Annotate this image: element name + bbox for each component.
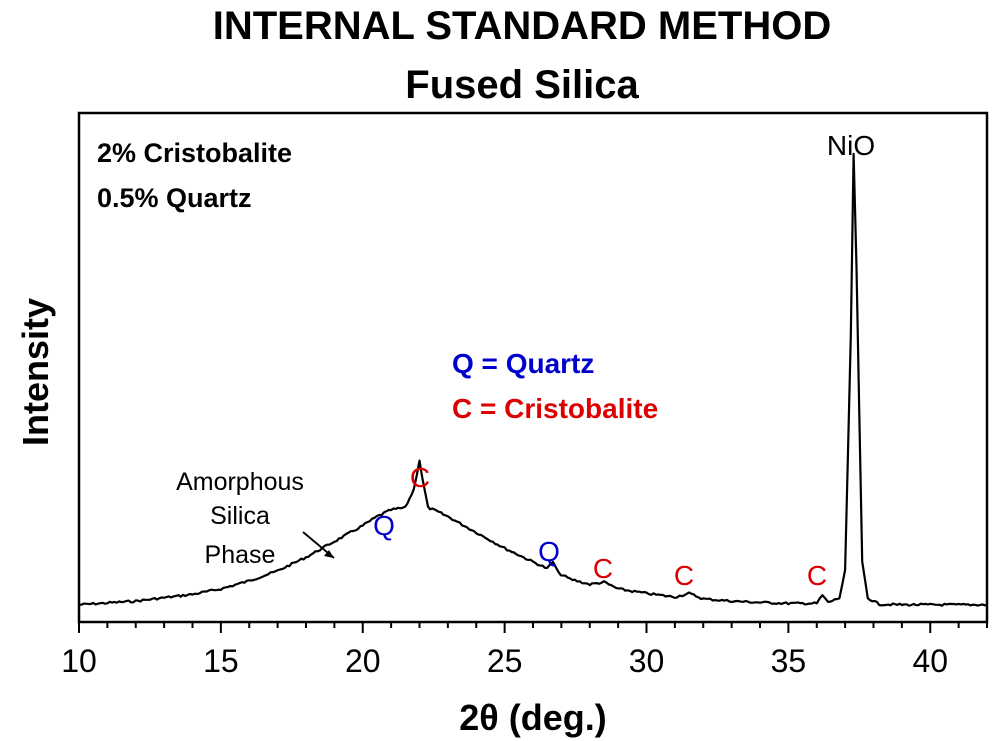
legend-cristobalite: C = Cristobalite [452,393,658,424]
chart-subtitle: Fused Silica [405,63,639,107]
x-tick-label: 30 [629,643,665,679]
legend-quartz: Q = Quartz [452,348,594,379]
composition-line-2: 0.5% Quartz [97,183,252,213]
x-tick-label: 20 [345,643,381,679]
annotation-arrow-head [324,550,334,558]
x-tick-label: 25 [487,643,523,679]
peak-label-quartz-26-7: Q [538,536,560,567]
peak-label-cristobalite-31-5: C [674,560,694,591]
peak-label-cristobalite-22: C [410,462,430,493]
annotation-amorphous: Amorphous [176,468,304,496]
peak-label-quartz-21: Q [373,510,395,541]
x-tick-label: 15 [203,643,239,679]
chart-title: INTERNAL STANDARD METHOD [213,4,832,48]
annotation-silica: Silica [210,502,270,530]
peak-label-cristobalite-28-5: C [593,553,613,584]
peak-label-cristobalite-36-2: C [807,560,827,591]
y-axis-label: Intensity [15,298,56,446]
x-axis-label: 2θ (deg.) [459,697,606,738]
x-tick-label: 10 [61,643,97,679]
x-tick-label: 35 [771,643,807,679]
peak-label-nio: NiO [827,130,875,161]
x-axis-tick-labels: 10 15 20 25 30 35 40 [61,643,948,679]
x-axis-ticks [78,622,988,633]
composition-line-1: 2% Cristobalite [97,138,292,168]
xrd-pattern-line [79,152,988,607]
annotation-phase: Phase [205,541,276,569]
x-tick-label: 40 [912,643,948,679]
